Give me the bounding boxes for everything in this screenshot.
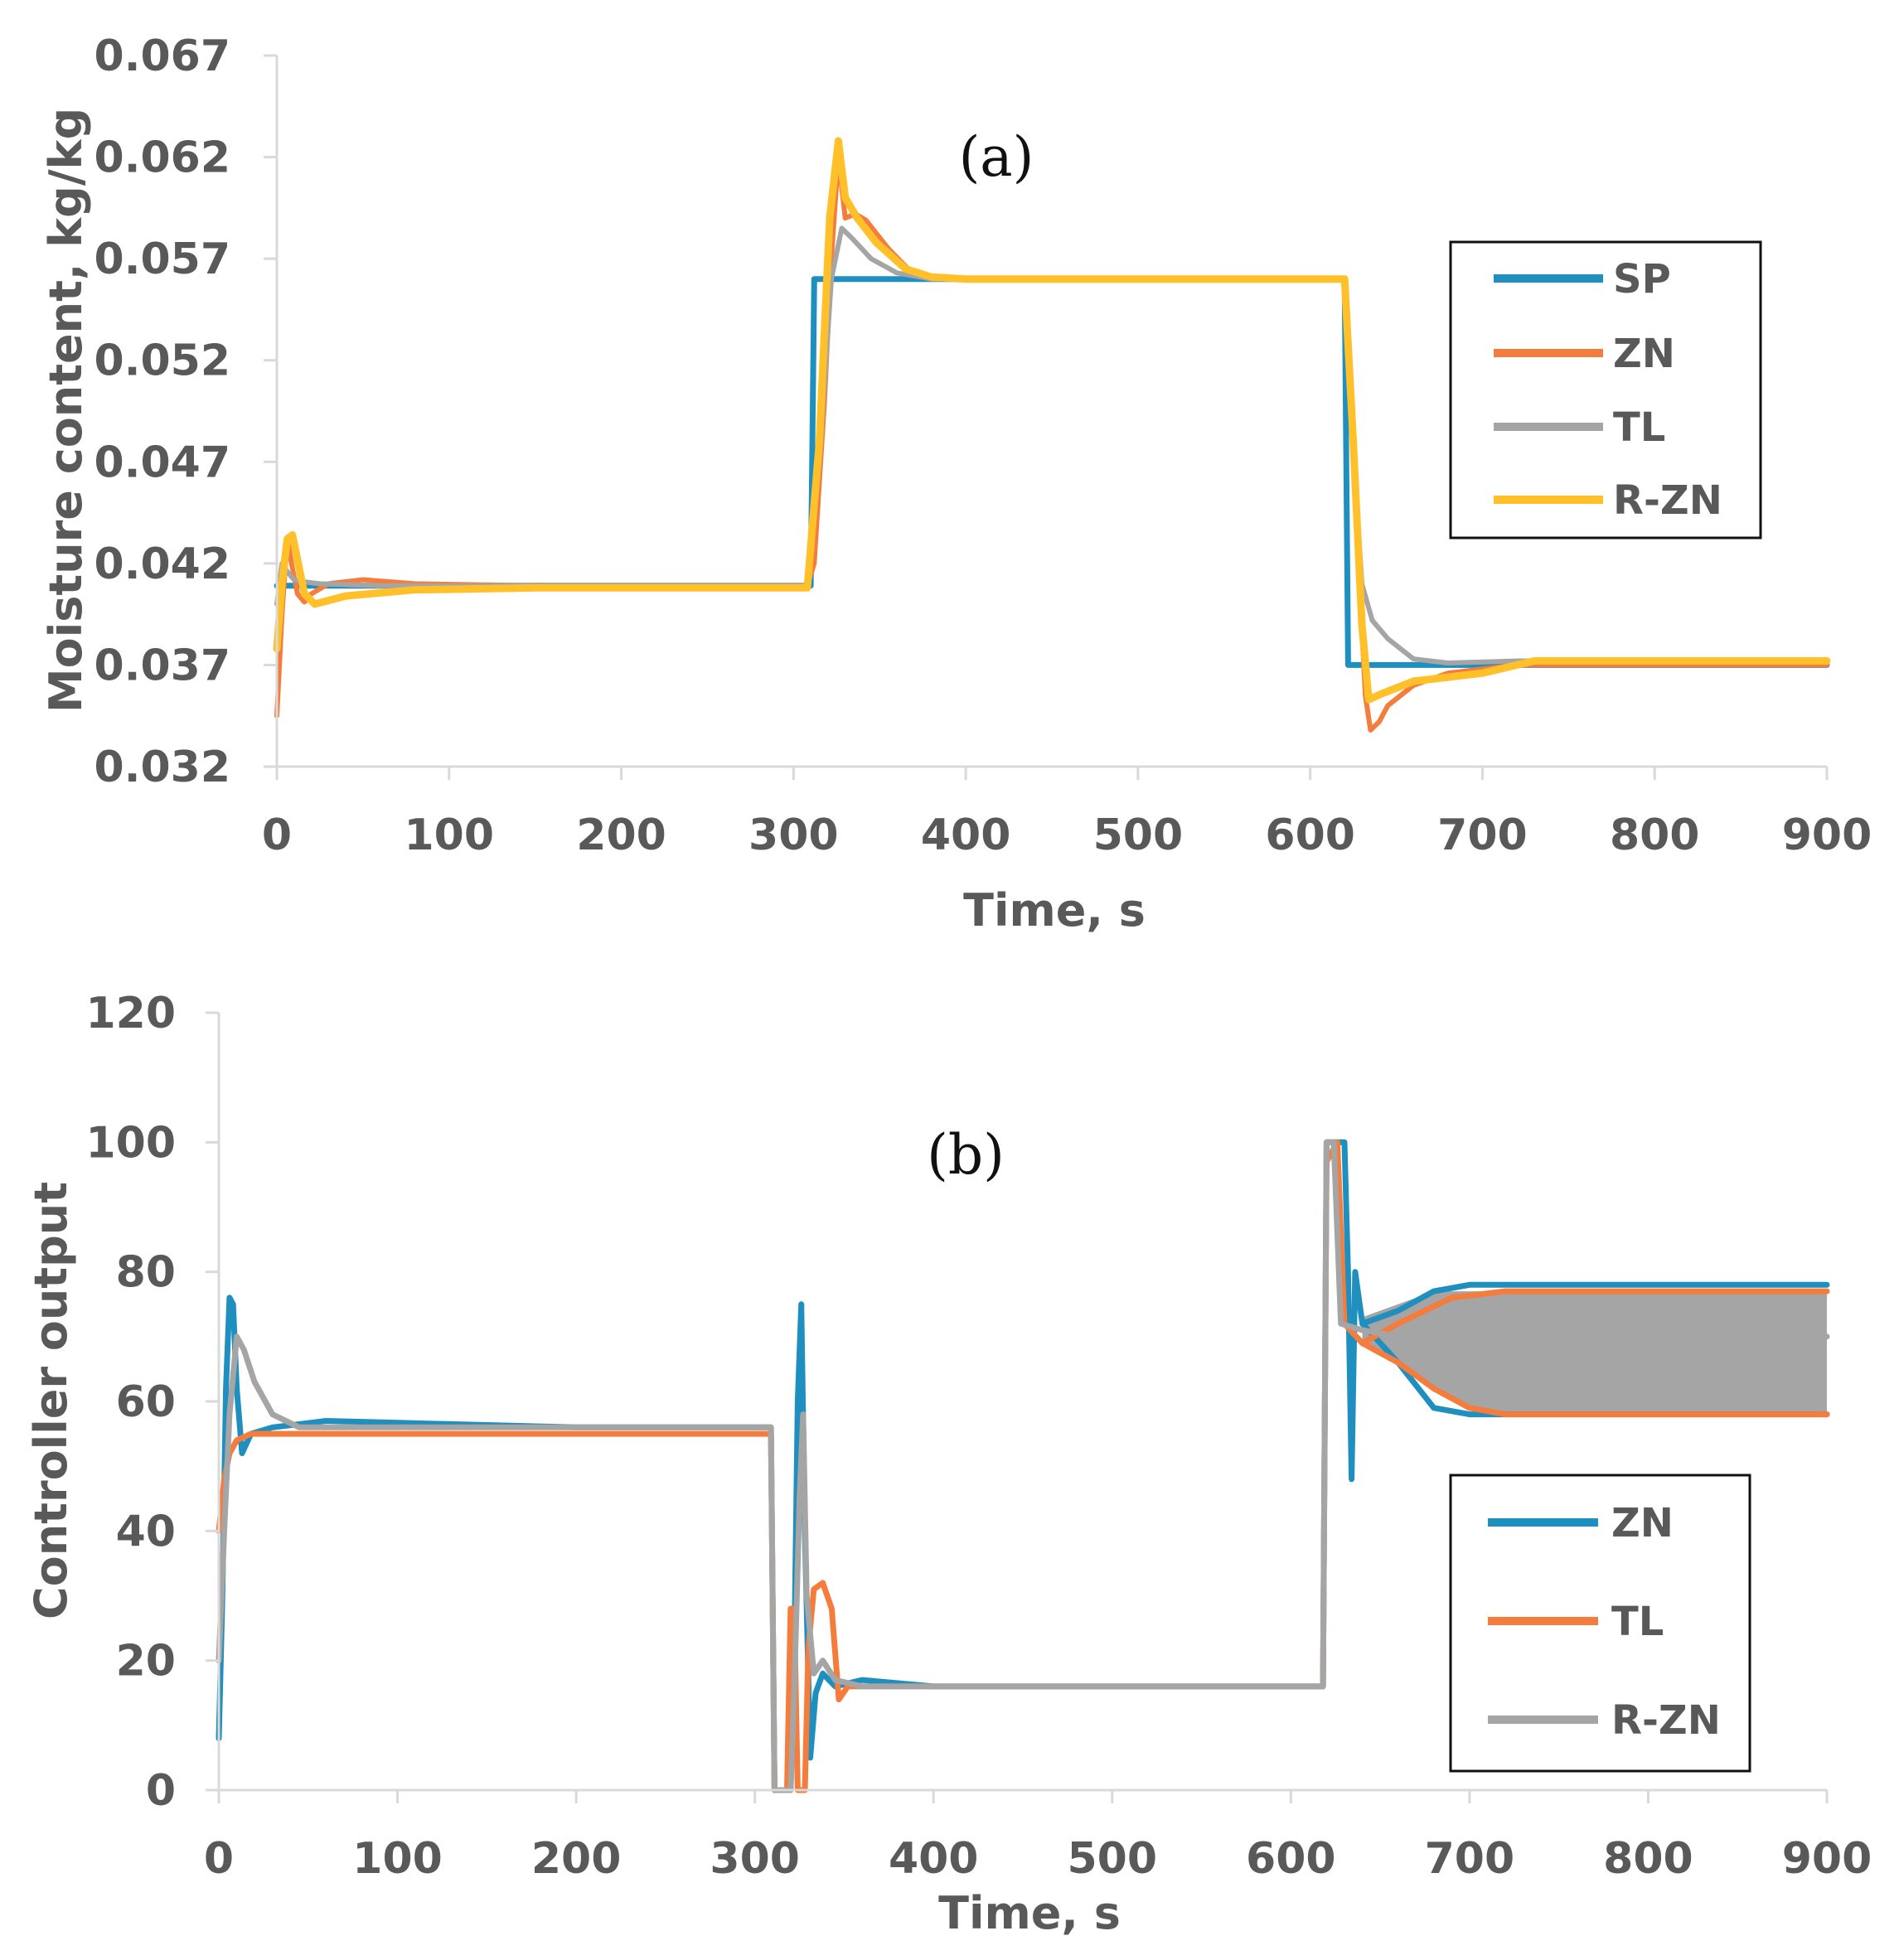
chart-b-x-tick-label: 400 — [889, 1834, 979, 1884]
chart-a-series-r-zn — [273, 137, 1831, 704]
chart-b-y-tick-label: 100 — [85, 1118, 176, 1168]
chart-a-x-ticks: 0 100 200 300 400 500 600 700 800 900 — [262, 767, 1872, 860]
chart-a-y-tick-label: 0.042 — [94, 540, 230, 589]
chart-a-x-tick-label: 0 — [262, 811, 292, 860]
chart-b-y-tick-label: 60 — [116, 1377, 176, 1427]
legend-b-label-r-zn: R-ZN — [1611, 1697, 1721, 1744]
legend-b-item-zn: ZN — [1488, 1500, 1674, 1546]
chart-a-legend: SP ZN TL R-ZN — [1449, 240, 1762, 540]
chart-a-y-axis-title: Moisture content, kg/kg — [40, 108, 92, 713]
chart-a-x-tick-label: 400 — [921, 811, 1011, 860]
chart-b-panel-label: (b) — [927, 1123, 1005, 1187]
chart-a-x-tick-label: 800 — [1610, 811, 1700, 860]
chart-a-y-tick-label: 0.067 — [94, 31, 230, 81]
chart-b-y-axis-title: Controller output — [25, 1182, 77, 1619]
chart-a-series-group — [273, 137, 1831, 733]
chart-b-y-tick-label: 0 — [146, 1766, 176, 1816]
chart-a-y-tick-label: 0.032 — [94, 743, 230, 792]
legend-a-item-zn: ZN — [1494, 331, 1675, 377]
legend-a-label-sp: SP — [1613, 256, 1671, 302]
legend-a-item-tl: TL — [1494, 404, 1665, 451]
chart-b-y-tick-label: 40 — [116, 1507, 176, 1556]
chart-b-y-tick-label: 120 — [85, 989, 176, 1038]
legend-b-item-r-zn: R-ZN — [1488, 1697, 1721, 1744]
legend-b-label-zn: ZN — [1611, 1500, 1674, 1546]
legend-a-item-sp: SP — [1494, 256, 1671, 302]
chart-b-x-tick-label: 500 — [1068, 1834, 1158, 1884]
chart-b-x-tick-label: 800 — [1603, 1834, 1693, 1884]
chart-b-x-tick-label: 200 — [531, 1834, 622, 1884]
legend-b-item-tl: TL — [1488, 1599, 1664, 1645]
chart-b-y-tick-label: 80 — [116, 1248, 176, 1298]
chart-a-y-ticks: 0.032 0.037 0.042 0.047 0.052 0.057 0.062 0.067 — [94, 31, 277, 792]
chart-a-x-tick-label: 900 — [1782, 811, 1872, 860]
chart-b-x-axis-title: Time, s — [938, 1887, 1121, 1939]
chart-a-x-axis-title: Time, s — [963, 884, 1146, 936]
chart-b: 0 20 40 60 80 100 120 0 100 200 300 400 500 600 700 80… — [25, 989, 1872, 1939]
legend-a-label-tl: TL — [1613, 404, 1665, 451]
chart-a-y-tick-label: 0.052 — [94, 336, 230, 386]
chart-b-series-r-zn — [216, 1139, 1830, 1793]
chart-a-x-tick-label: 500 — [1093, 811, 1184, 860]
chart-a-x-tick-label: 100 — [405, 811, 495, 860]
chart-b-x-tick-label: 600 — [1246, 1834, 1336, 1884]
chart-a-y-tick-label: 0.037 — [94, 641, 230, 690]
chart-a-x-tick-label: 700 — [1437, 811, 1528, 860]
chart-b-legend: ZN TL R-ZN — [1449, 1474, 1751, 1773]
legend-b-label-tl: TL — [1611, 1599, 1664, 1645]
legend-a-label-r-zn: R-ZN — [1613, 477, 1722, 524]
chart-a: 0.032 0.037 0.042 0.047 0.052 0.057 0.062 0.067… — [40, 31, 1872, 936]
chart-b-series-group — [216, 1139, 1830, 1793]
chart-a-x-tick-label: 600 — [1265, 811, 1355, 860]
chart-b-x-tick-label: 0 — [204, 1834, 234, 1884]
chart-b-band-r-zn — [1362, 1291, 1827, 1415]
chart-b-x-tick-label: 100 — [352, 1834, 443, 1884]
chart-b-y-ticks: 0 20 40 60 80 100 120 — [85, 989, 219, 1816]
chart-a-y-tick-label: 0.047 — [94, 438, 230, 487]
chart-b-series-tl — [1359, 1340, 1830, 1418]
chart-a-x-tick-label: 300 — [748, 811, 839, 860]
chart-b-x-tick-label: 700 — [1425, 1834, 1515, 1884]
chart-a-legend-box — [1449, 240, 1762, 540]
legend-a-label-zn: ZN — [1613, 331, 1675, 377]
chart-a-y-tick-label: 0.057 — [94, 235, 230, 284]
chart-b-x-tick-label: 300 — [710, 1834, 800, 1884]
chart-a-y-tick-label: 0.062 — [94, 133, 230, 183]
chart-b-x-ticks: 0 100 200 300 400 500 600 700 800 900 — [204, 1790, 1872, 1884]
chart-b-x-tick-label: 900 — [1782, 1834, 1872, 1884]
chart-b-y-tick-label: 20 — [116, 1637, 176, 1687]
chart-a-x-tick-label: 200 — [576, 811, 666, 860]
chart-a-axes — [275, 56, 1827, 768]
chart-a-panel-label: (a) — [959, 125, 1034, 189]
legend-a-item-r-zn: R-ZN — [1494, 477, 1722, 524]
